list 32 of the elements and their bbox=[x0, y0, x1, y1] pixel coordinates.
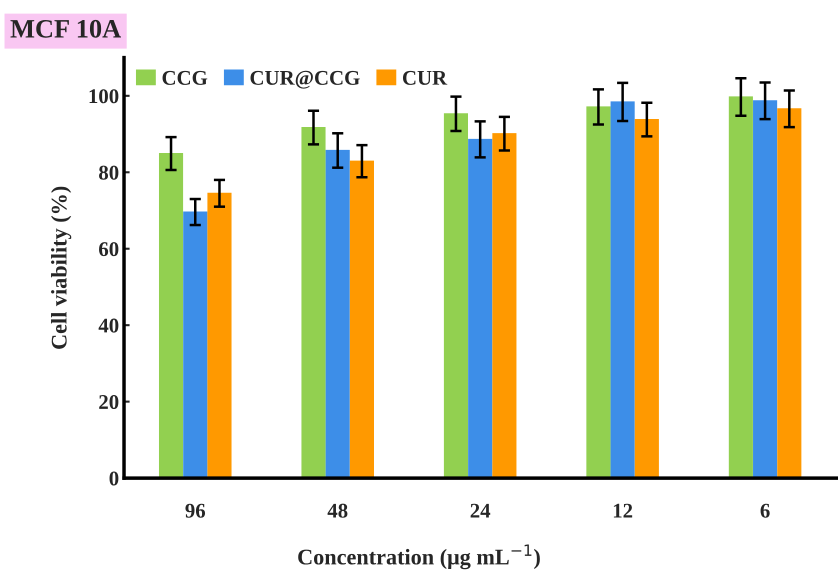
bar bbox=[183, 211, 208, 478]
legend-label: CUR@CCG bbox=[250, 70, 360, 89]
x-tick-label: 96 bbox=[185, 504, 206, 518]
bar bbox=[350, 160, 374, 478]
chart-title: MCF 10A bbox=[10, 20, 121, 38]
y-tick-label: 100 bbox=[90, 89, 118, 104]
bar bbox=[301, 127, 326, 478]
bar bbox=[158, 152, 184, 478]
y-tick-label: 20 bbox=[99, 395, 118, 410]
bar bbox=[492, 133, 516, 478]
y-tick-label: 60 bbox=[99, 242, 118, 256]
x-tick-label: 48 bbox=[328, 504, 348, 518]
bar bbox=[728, 96, 753, 478]
bar bbox=[777, 108, 802, 478]
y-axis-title: Cell viability (%) bbox=[51, 186, 72, 349]
y-tick-label: 80 bbox=[99, 166, 118, 180]
y-tick-label: 40 bbox=[98, 318, 118, 333]
bar bbox=[326, 150, 350, 478]
x-tick-label: 6 bbox=[760, 504, 770, 518]
x-tick-label: 12 bbox=[614, 504, 632, 518]
bar bbox=[753, 100, 778, 478]
bar bbox=[634, 118, 659, 478]
bar bbox=[207, 192, 232, 478]
legend-label: CCG bbox=[162, 70, 208, 85]
bar bbox=[586, 106, 610, 478]
y-tick-label: 0 bbox=[110, 471, 118, 486]
x-tick-label: 24 bbox=[470, 504, 490, 518]
x-axis-title: Concentration (μg mL$^{−1}$) bbox=[298, 544, 540, 570]
legend-label: CUR bbox=[402, 70, 448, 85]
bar bbox=[444, 113, 468, 478]
bar bbox=[610, 101, 635, 478]
bar bbox=[468, 138, 492, 478]
